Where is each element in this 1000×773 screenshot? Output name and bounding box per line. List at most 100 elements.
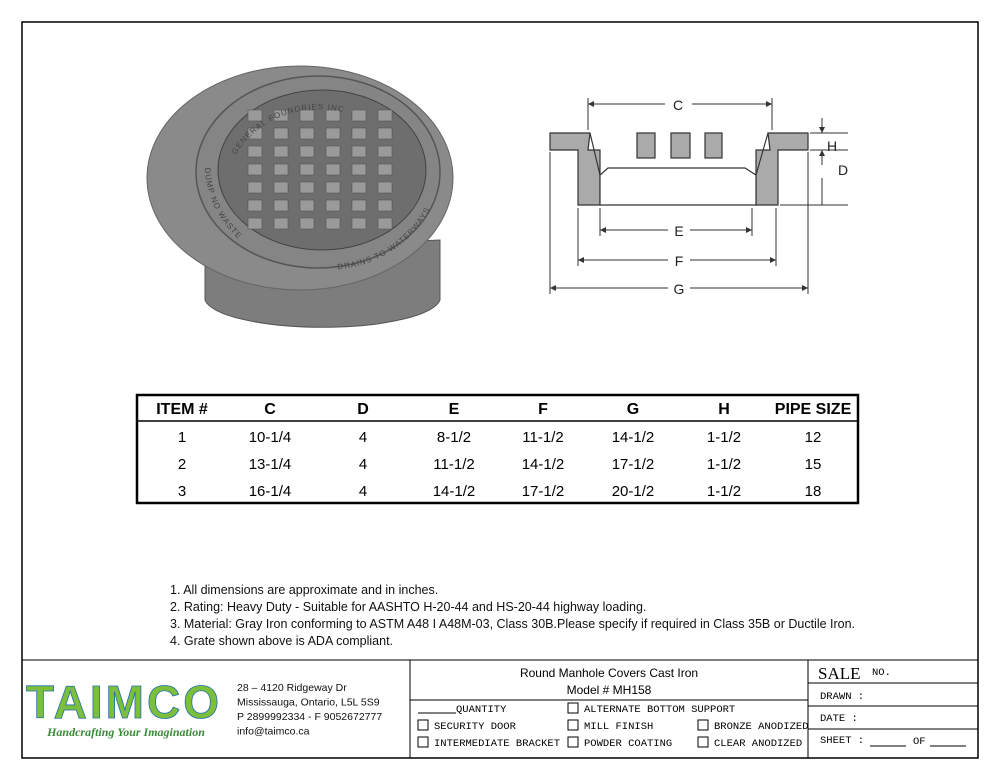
- table-cell: 14-1/2: [433, 483, 476, 500]
- table-header: G: [627, 401, 639, 418]
- grate-bar: [299, 145, 315, 158]
- dim-label: D: [838, 162, 848, 178]
- table-cell: 16-1/4: [249, 483, 292, 500]
- table-cell: 15: [805, 456, 822, 473]
- grate-bar: [247, 109, 263, 122]
- grate-bar: [351, 199, 367, 212]
- table-cell: 1-1/2: [707, 429, 741, 446]
- grate-bar: [247, 145, 263, 158]
- dim-label: H: [827, 138, 837, 154]
- checkbox: [567, 719, 579, 731]
- table-cell: 17-1/2: [522, 483, 565, 500]
- table-cell: 17-1/2: [612, 456, 655, 473]
- grate-bar: [299, 109, 315, 122]
- checkbox: [567, 736, 579, 748]
- option-label: POWDER COATING: [584, 738, 672, 750]
- grate-bar: [377, 145, 393, 158]
- cross-section: [549, 132, 809, 206]
- dim-label: C: [673, 97, 683, 113]
- table-cell: 13-1/4: [249, 456, 292, 473]
- address-line: info@taimco.ca: [237, 726, 310, 738]
- grate-bar: [273, 109, 289, 122]
- note: 2. Rating: Heavy Duty - Suitable for AAS…: [170, 600, 646, 614]
- checkbox: [697, 719, 709, 731]
- note: 4. Grate shown above is ADA compliant.: [170, 634, 393, 648]
- table-cell: 1-1/2: [707, 456, 741, 473]
- sheet-border: [21, 21, 979, 759]
- checkbox: [567, 702, 579, 714]
- table-cell: 20-1/2: [612, 483, 655, 500]
- table-header: F: [538, 401, 548, 418]
- table-header: H: [718, 401, 730, 418]
- grate-bar: [351, 163, 367, 176]
- grate-bar: [325, 163, 341, 176]
- checkbox: [697, 736, 709, 748]
- option-label: BRONZE ANODIZED: [714, 721, 809, 733]
- grate-bar: [351, 145, 367, 158]
- checkbox: [417, 719, 429, 731]
- grate-bar: [299, 163, 315, 176]
- table-cell: 12: [805, 429, 822, 446]
- address-line: Mississauga, Ontario, L5L 5S9: [237, 697, 380, 709]
- grate-bar: [377, 199, 393, 212]
- tagline: Handcrafting Your Imagination: [46, 725, 205, 739]
- table-cell: 8-1/2: [437, 429, 471, 446]
- grate-bar: [377, 127, 393, 140]
- grate-bar: [377, 217, 393, 230]
- spec-table: [135, 393, 860, 505]
- logo: TAIMCO: [26, 676, 222, 728]
- table-cell: 11-1/2: [433, 456, 474, 473]
- grate-bar: [351, 181, 367, 194]
- dim-label: G: [674, 281, 685, 297]
- note: 1. All dimensions are approximate and in…: [170, 583, 438, 597]
- grate-bar: [273, 217, 289, 230]
- table-cell: 3: [178, 483, 186, 500]
- grate-bar: [299, 199, 315, 212]
- option-label: ALTERNATE BOTTOM SUPPORT: [584, 704, 735, 716]
- of-label: OF: [913, 736, 926, 748]
- grate-bar: [273, 163, 289, 176]
- grate-bar: [273, 145, 289, 158]
- table-cell: 11-1/2: [522, 429, 563, 446]
- dim-label: F: [675, 253, 684, 269]
- grate-bar: [247, 127, 263, 140]
- table-header: PIPE SIZE: [775, 401, 852, 418]
- dimension-lines: [549, 98, 848, 294]
- grate-bar: [299, 217, 315, 230]
- table-cell: 14-1/2: [522, 456, 565, 473]
- grate-bar: [299, 181, 315, 194]
- table-cell: 2: [178, 456, 186, 473]
- grate-bar: [273, 199, 289, 212]
- title-block-lines: [22, 659, 978, 758]
- grate-bar: [377, 163, 393, 176]
- table-cell: 4: [359, 483, 367, 500]
- table-cell: 1-1/2: [707, 483, 741, 500]
- grate-bar: [351, 109, 367, 122]
- table-cell: 14-1/2: [612, 429, 655, 446]
- sheet-label: SHEET :: [820, 735, 864, 747]
- grate-bar: [351, 217, 367, 230]
- drawn-label: DRAWN :: [820, 691, 864, 703]
- grate-bar: [325, 145, 341, 158]
- address-line: P 2899992334 - F 9052672777: [237, 711, 382, 723]
- table-header: C: [264, 401, 276, 418]
- grate-bar: [325, 217, 341, 230]
- drawing-title: Round Manhole Covers Cast Iron: [520, 666, 698, 680]
- grate-bar: [377, 109, 393, 122]
- table-cell: 18: [805, 483, 822, 500]
- grate-bar: [325, 181, 341, 194]
- checkbox: [417, 736, 429, 748]
- product-image: [146, 65, 454, 328]
- grate-bar: [247, 217, 263, 230]
- sale-label: SALE: [818, 664, 861, 683]
- grate-bar: [299, 127, 315, 140]
- dim-label: E: [674, 223, 683, 239]
- option-label: SECURITY DOOR: [434, 721, 517, 733]
- grate-bar: [273, 181, 289, 194]
- grate-bar: [325, 127, 341, 140]
- option-label: QUANTITY: [456, 704, 507, 716]
- option-label: MILL FINISH: [584, 721, 653, 733]
- option-label: CLEAR ANODIZED: [714, 738, 802, 750]
- grate-bar: [247, 163, 263, 176]
